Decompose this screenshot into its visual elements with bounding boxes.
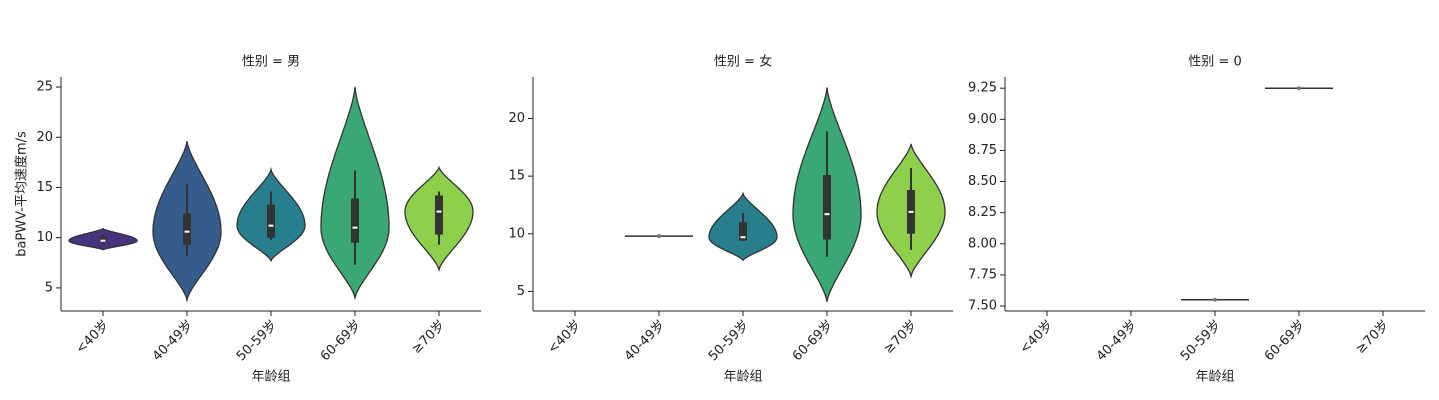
x-tick-label: 60-69岁 [1262, 318, 1309, 365]
x-tick-label: 60-69岁 [790, 318, 837, 365]
median [740, 236, 746, 239]
y-tick-label: 10 [508, 226, 525, 241]
x-tick-label: ≥70岁 [1353, 318, 1392, 357]
y-tick-label: 10 [36, 230, 53, 245]
facet-title: 性别 = 女 [714, 54, 772, 70]
median [824, 213, 830, 216]
x-tick-label: 60-69岁 [318, 318, 365, 365]
x-axis-label: 年龄组 [723, 370, 762, 385]
point [1213, 297, 1217, 302]
y-tick-label: 15 [508, 169, 525, 184]
x-tick-label: <40岁 [1017, 318, 1056, 357]
x-tick-label: 40-49岁 [150, 318, 197, 365]
x-tick-label: 40-49岁 [1094, 318, 1141, 365]
median [268, 224, 274, 227]
y-axis-label: baPWV-平均速度m/s [14, 131, 30, 257]
y-tick-label: 7.50 [968, 299, 997, 314]
facet-title: 性别 = 0 [1188, 55, 1241, 70]
y-tick-label: 20 [36, 130, 53, 145]
box [351, 198, 359, 243]
box [99, 236, 107, 242]
x-tick-label: ≥70岁 [881, 318, 920, 357]
x-tick-label: <40岁 [73, 318, 112, 357]
x-tick-label: <40岁 [545, 318, 584, 357]
facet-title: 性别 = 男 [242, 55, 300, 70]
x-tick-label: 40-49岁 [622, 318, 669, 365]
y-tick-label: 5 [517, 284, 525, 299]
y-tick-label: 20 [508, 111, 525, 126]
y-tick-label: 8.50 [968, 174, 997, 189]
x-tick-label: 50-59岁 [234, 318, 281, 365]
box [267, 204, 275, 238]
y-tick-label: 8.75 [968, 143, 997, 158]
point [1297, 86, 1301, 91]
y-tick-label: 15 [36, 180, 53, 195]
median [436, 210, 442, 213]
box [739, 222, 747, 241]
median [184, 230, 190, 233]
point [657, 234, 661, 239]
box [435, 195, 443, 235]
x-axis-label: 年龄组 [1195, 370, 1234, 385]
y-tick-label: 5 [45, 280, 53, 295]
y-tick-label: 8.00 [968, 236, 997, 251]
y-tick-label: 9.00 [968, 112, 997, 127]
box [823, 174, 831, 240]
y-tick-label: 8.25 [968, 205, 997, 220]
median [908, 210, 914, 213]
x-tick-label: 50-59岁 [706, 318, 753, 365]
median [352, 226, 358, 229]
y-tick-label: 7.75 [968, 267, 997, 282]
x-axis-label: 年龄组 [251, 370, 290, 385]
x-tick-label: 50-59岁 [1178, 318, 1225, 365]
median [100, 239, 106, 242]
y-tick-label: 25 [36, 80, 53, 95]
x-tick-label: ≥70岁 [409, 318, 448, 357]
y-tick-label: 9.25 [968, 81, 997, 96]
box [183, 213, 191, 245]
